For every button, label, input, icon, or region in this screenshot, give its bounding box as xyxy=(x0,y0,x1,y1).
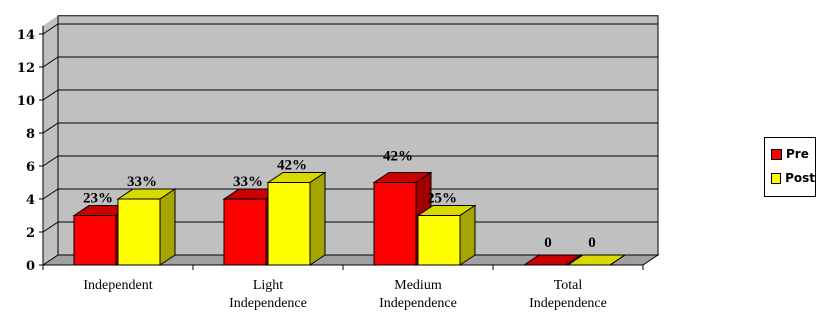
bar-side-post-0 xyxy=(159,188,176,266)
gridline-diag-4 xyxy=(42,188,59,200)
category-label-0-0: Independent xyxy=(83,278,152,293)
category-label-1-0: Light xyxy=(253,278,283,293)
data-label-post-3: 0 xyxy=(588,235,596,251)
category-labels: Independent Light Independence Medium Indepe… xyxy=(83,278,606,311)
y-tick-labels: 0 2 4 6 8 10 12 14 xyxy=(17,28,35,274)
wall-fill xyxy=(43,15,658,265)
data-label-pre-3: 0 xyxy=(544,235,552,251)
data-label-pre-0: 23% xyxy=(83,191,113,207)
bar-side-post-2 xyxy=(459,204,476,266)
bar-side-post-1 xyxy=(309,171,326,266)
bar-front-pre-2 xyxy=(373,182,417,266)
bar-side-post-3 xyxy=(609,254,626,266)
y-tick-label-10: 10 xyxy=(17,94,35,109)
bar-post-2 xyxy=(416,204,477,266)
category-label-1-1: Independence xyxy=(229,296,307,311)
data-label-pre-1: 33% xyxy=(233,174,263,190)
bar-front-pre-1 xyxy=(223,198,267,266)
bar-post-1 xyxy=(266,171,327,266)
bar-pre-3 xyxy=(522,254,583,266)
bar-post-3 xyxy=(566,254,627,266)
gridline-diag-2 xyxy=(42,221,59,233)
y-tick-label-4: 4 xyxy=(26,193,35,208)
gridline-diag-8 xyxy=(42,122,59,134)
legend-label-post: Post xyxy=(785,171,815,185)
legend-label-pre: Pre xyxy=(786,147,809,161)
bar-front-pre-0 xyxy=(73,215,117,266)
data-label-post-2: 25% xyxy=(427,191,457,207)
legend-swatch-pre xyxy=(771,148,782,160)
y-tick-label-0: 0 xyxy=(26,259,35,274)
gridline-diag-6 xyxy=(42,155,59,167)
legend-swatch-post xyxy=(771,172,782,184)
bar-side-pre-3 xyxy=(565,254,582,266)
data-label-post-0: 33% xyxy=(127,174,157,190)
category-label-3-1: Independence xyxy=(529,296,607,311)
bar-front-post-1 xyxy=(267,182,311,266)
gridline-diag-10 xyxy=(42,89,59,101)
gridline-diag-14 xyxy=(42,23,59,35)
y-tick-label-14: 14 xyxy=(17,28,35,43)
legend-item-post: Post xyxy=(771,169,815,187)
category-label-2-0: Medium xyxy=(394,278,442,293)
category-label-2-1: Independence xyxy=(379,296,457,311)
data-labels: 23% 33% 33% 42% 42% 25% 0 0 xyxy=(83,149,596,252)
bar-post-0 xyxy=(116,188,177,266)
legend: Pre Post xyxy=(764,137,816,197)
y-tick-label-6: 6 xyxy=(26,160,35,175)
legend-item-pre: Pre xyxy=(771,145,815,163)
data-label-post-1: 42% xyxy=(277,158,307,174)
category-label-3-0: Total xyxy=(554,278,583,293)
y-tick-label-12: 12 xyxy=(17,61,35,76)
y-tick-label-2: 2 xyxy=(26,226,35,241)
bar-front-post-2 xyxy=(417,215,461,266)
bars xyxy=(72,171,627,266)
gridline-diag-12 xyxy=(42,56,59,68)
bar-front-post-0 xyxy=(117,198,161,266)
data-label-pre-2: 42% xyxy=(383,149,413,165)
y-tick-label-8: 8 xyxy=(26,127,35,142)
plot-wall xyxy=(41,15,660,266)
